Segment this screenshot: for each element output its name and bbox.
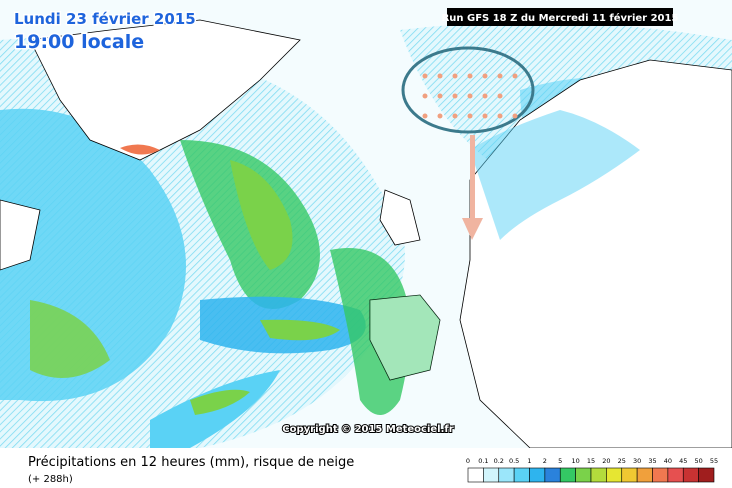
footer-lead: (+ 288h) — [28, 474, 73, 485]
legend-swatch — [636, 467, 653, 483]
time-label: 19:00 locale — [14, 31, 144, 53]
legend-swatch — [559, 467, 576, 483]
legend-swatch — [529, 467, 546, 483]
legend-label: 45 — [679, 457, 687, 465]
legend-label: 0.2 — [494, 457, 504, 465]
legend-label: 0 — [466, 457, 470, 465]
legend-label: 35 — [648, 457, 656, 465]
run-label: Run GFS 18 Z du Mercredi 11 février 2015 — [442, 12, 679, 24]
legend-swatch — [513, 467, 530, 483]
legend-swatch — [467, 467, 484, 483]
legend-label: 55 — [710, 457, 718, 465]
legend-swatch — [606, 467, 623, 483]
legend-label: 20 — [602, 457, 610, 465]
footer-title: Précipitations en 12 heures (mm), risque… — [28, 455, 354, 470]
legend-label: 5 — [558, 457, 562, 465]
legend-label: 50 — [694, 457, 702, 465]
legend-label: 0.1 — [478, 457, 488, 465]
legend-label: 40 — [664, 457, 672, 465]
legend-label: 1 — [527, 457, 531, 465]
legend-swatch — [682, 467, 699, 483]
legend-label: 0.5 — [509, 457, 519, 465]
map-area — [0, 0, 732, 448]
legend-swatch — [483, 467, 500, 483]
date-label: Lundi 23 février 2015 — [14, 10, 196, 28]
legend-label: 15 — [587, 457, 595, 465]
run-box — [447, 8, 673, 26]
copyright: Copyright © 2015 Meteociel.fr — [282, 424, 453, 435]
legend-label: 30 — [633, 457, 641, 465]
legend-swatch — [590, 467, 607, 483]
legend-swatch — [544, 467, 561, 483]
legend-swatch — [575, 467, 592, 483]
legend-label: 2 — [543, 457, 547, 465]
legend: 0 0.1 0.2 0.5 1 2 5 10 15 20 25 30 35 40 45 50 55 — [466, 457, 718, 483]
legend-swatch — [698, 467, 715, 483]
legend-swatch — [667, 467, 684, 483]
legend-label: 10 — [571, 457, 579, 465]
legend-swatch — [498, 467, 515, 483]
legend-label: 25 — [618, 457, 626, 465]
legend-swatch — [652, 467, 669, 483]
legend-swatch — [621, 467, 638, 483]
